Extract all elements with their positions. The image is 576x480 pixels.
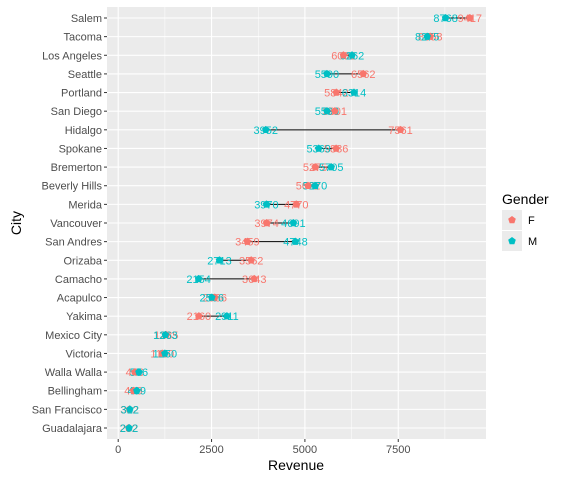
point-m-spokane — [314, 144, 323, 152]
y-tick-label-san-francisco: San Francisco — [32, 404, 102, 416]
point-f-camacho — [250, 274, 259, 283]
point-m-yakima — [223, 312, 231, 320]
point-m-seattle — [323, 69, 331, 78]
y-tick-label-camacho: Camacho — [55, 274, 102, 286]
x-axis-title: Revenue — [268, 457, 324, 473]
x-tick-label: 5000 — [293, 444, 317, 456]
y-tick-label-merida: Merida — [68, 199, 103, 211]
point-f-merida — [292, 200, 301, 208]
x-axis: 0 2500 5000 7500 — [115, 439, 410, 456]
legend-label-m: M — [528, 236, 537, 248]
point-f-portland — [332, 88, 341, 96]
point-f-salem — [466, 14, 474, 22]
y-tick-label-salem: Salem — [71, 13, 102, 25]
point-f-yakima — [195, 312, 203, 320]
point-f-san-andres — [243, 237, 252, 245]
y-axis-title: City — [8, 211, 24, 235]
data-points — [124, 14, 474, 432]
point-m-mexico-city — [161, 330, 170, 339]
y-tick-label-walla-walla: Walla Walla — [45, 367, 103, 379]
point-f-orizaba — [247, 256, 256, 264]
point-m-salem — [441, 14, 450, 22]
legend-glyph-f — [508, 216, 516, 224]
x-tick-label: 2500 — [199, 444, 223, 456]
y-axis: Salem Tacoma Los Angeles Seattle Portland San… — [32, 13, 107, 435]
y-tick-label-san-andres: San Andres — [45, 237, 102, 249]
point-f-los-angeles — [339, 51, 348, 59]
point-m-portland — [350, 88, 358, 96]
point-f-san-diego — [331, 107, 339, 115]
point-m-san-francisco — [126, 405, 134, 413]
point-m-guadalajara — [125, 424, 133, 432]
legend: Gender F M — [502, 191, 549, 251]
point-f-bremerton — [311, 163, 319, 171]
point-m-merida — [262, 200, 271, 208]
point-m-beverly-hills — [311, 181, 319, 189]
point-m-bremerton — [327, 163, 336, 171]
y-tick-label-los-angeles: Los Angeles — [42, 50, 102, 62]
legend-label-f: F — [528, 215, 535, 227]
point-f-spokane — [332, 144, 340, 152]
y-tick-label-vancouver: Vancouver — [50, 218, 102, 230]
point-m-hidalgo — [261, 125, 270, 134]
point-m-camacho — [194, 274, 203, 283]
x-tick-label: 0 — [115, 444, 121, 456]
point-m-san-diego — [323, 107, 331, 115]
y-tick-label-mexico-city: Mexico City — [45, 330, 102, 342]
point-m-vancouver — [289, 219, 298, 227]
y-tick-label-beverly-hills: Beverly Hills — [41, 181, 102, 193]
y-tick-label-orizaba: Orizaba — [63, 255, 102, 267]
y-tick-label-tacoma: Tacoma — [63, 32, 102, 44]
y-tick-label-san-diego: San Diego — [51, 106, 102, 118]
y-tick-label-portland: Portland — [61, 88, 102, 100]
x-tick-label: 7500 — [386, 444, 410, 456]
legend-title: Gender — [502, 191, 549, 207]
point-f-hidalgo — [396, 125, 405, 134]
point-m-walla-walla — [135, 368, 143, 376]
point-m-san-andres — [291, 237, 300, 245]
y-tick-label-acapulco: Acapulco — [57, 293, 102, 305]
point-m-tacoma — [423, 32, 431, 40]
y-tick-label-spokane: Spokane — [59, 143, 102, 155]
legend-glyph-m — [508, 237, 516, 245]
y-tick-label-yakima: Yakima — [66, 311, 103, 323]
point-m-orizaba — [215, 256, 224, 264]
point-m-acapulco — [207, 293, 216, 301]
point-f-seattle — [359, 69, 368, 78]
y-tick-label-bremerton: Bremerton — [51, 162, 102, 174]
point-m-victoria — [161, 349, 169, 357]
y-tick-label-guadalajara: Guadalajara — [42, 423, 103, 435]
y-tick-label-bellingham: Bellingham — [48, 386, 102, 398]
y-tick-label-victoria: Victoria — [66, 348, 103, 360]
point-f-vancouver — [262, 219, 271, 227]
y-tick-label-hidalgo: Hidalgo — [65, 125, 102, 137]
point-m-los-angeles — [348, 51, 356, 59]
point-f-beverly-hills — [304, 181, 312, 189]
data-labels: 9417876883588275603262626562559058426314… — [120, 13, 483, 435]
point-m-bellingham — [133, 386, 141, 394]
y-tick-label-seattle: Seattle — [68, 69, 102, 81]
